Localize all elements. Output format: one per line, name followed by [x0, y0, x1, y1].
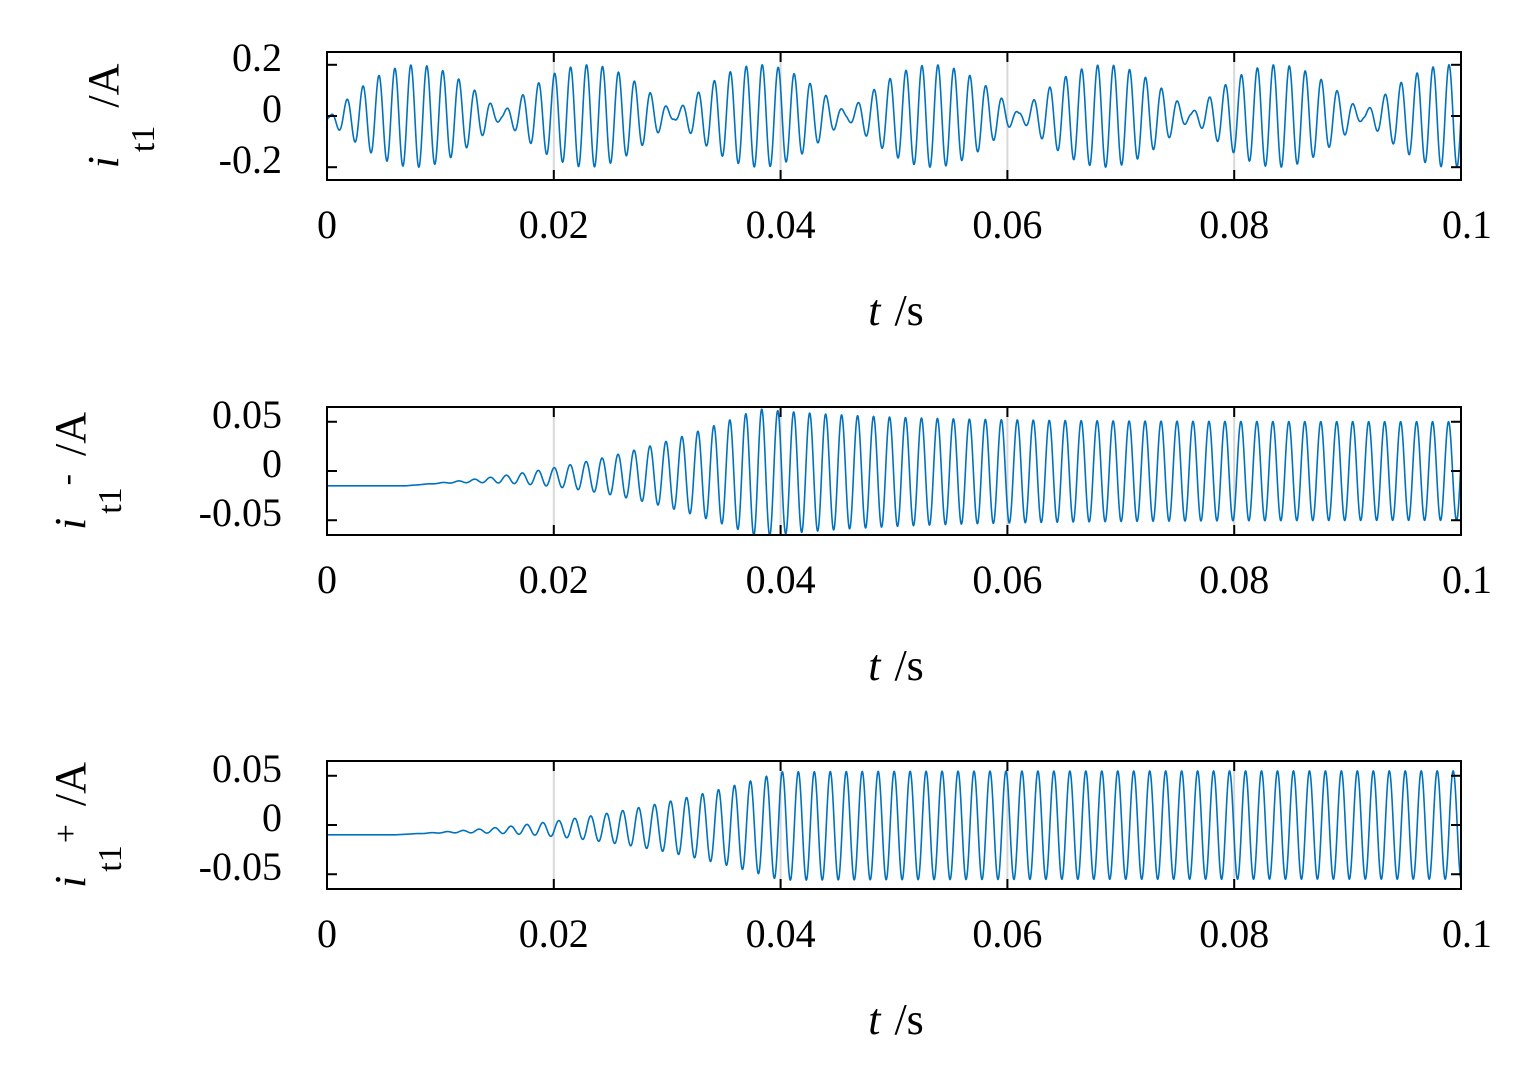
x-tick-label: 0.08	[1199, 911, 1269, 956]
panel-1: 0 0.02 0.04 0.06 0.08 0.1 0.2 0 -0.2 t/s i t1/A	[79, 35, 1492, 335]
x-tick-label: 0.02	[519, 911, 589, 956]
y-label-subscript: t1	[92, 845, 129, 871]
x-tick-label: 0.06	[972, 202, 1042, 247]
y-axis-label: i t1- /A	[46, 412, 129, 530]
x-axis-label: t/s	[868, 995, 924, 1044]
y-label-subscript: t1	[125, 126, 162, 152]
x-tick-label: 0.02	[519, 202, 589, 247]
y-label-unit: /A	[79, 63, 128, 107]
y-label-symbol: i	[46, 876, 95, 888]
x-tick-label: 0.04	[746, 202, 816, 247]
x-tick-label: 0.08	[1199, 202, 1269, 247]
y-tick-label: 0.05	[212, 392, 282, 437]
y-label-superscript: -	[48, 474, 85, 485]
y-tick-label: 0.2	[232, 35, 282, 80]
x-tick-label: 0.08	[1199, 557, 1269, 602]
x-tick-label: 0.1	[1442, 911, 1492, 956]
x-tick-label: 0	[317, 911, 337, 956]
y-axis-label: i t1 + /A	[46, 762, 129, 888]
x-tick-label: 0.06	[972, 557, 1042, 602]
y-label-symbol: i	[46, 518, 95, 530]
y-tick-label: -0.05	[199, 844, 282, 889]
y-tick-label: 0.05	[212, 746, 282, 791]
y-label-unit: /A	[46, 762, 95, 806]
series-line	[327, 770, 1461, 881]
x-tick-label: 0.1	[1442, 557, 1492, 602]
plot-frame	[326, 760, 1462, 890]
svg-text:it1+/A: i t1 + /A	[46, 762, 129, 888]
x-tick-label: 0	[317, 202, 337, 247]
y-label-subscript: t1	[92, 487, 129, 513]
series-line	[327, 64, 1461, 168]
y-tick-label: 0	[262, 86, 282, 131]
y-tick-label: -0.2	[219, 137, 282, 182]
y-tick-label: 0	[262, 795, 282, 840]
svg-text:it1/A: i t1/A	[79, 63, 162, 168]
y-axis-label: i t1/A	[79, 63, 162, 168]
y-tick-label: 0	[262, 441, 282, 486]
x-tick-label: 0.1	[1442, 202, 1492, 247]
svg-text:it1-/A: i t1- /A	[46, 412, 129, 530]
x-axis-label: t/s	[868, 641, 924, 690]
x-axis-label: t/s	[868, 286, 924, 335]
x-tick-label: 0.02	[519, 557, 589, 602]
y-label-superscript: +	[48, 824, 85, 843]
x-tick-label: 0.04	[746, 911, 816, 956]
y-label-unit: /A	[46, 412, 95, 456]
x-tick-label: 0.06	[972, 911, 1042, 956]
y-tick-label: -0.05	[199, 490, 282, 535]
x-tick-label: 0.04	[746, 557, 816, 602]
x-tick-label: 0	[317, 557, 337, 602]
y-label-symbol: i	[79, 156, 128, 168]
series-line	[327, 408, 1461, 535]
